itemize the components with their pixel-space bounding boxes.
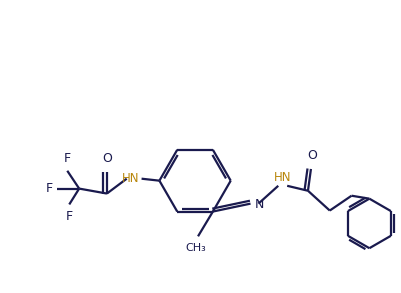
Text: HN: HN <box>273 171 291 184</box>
Text: O: O <box>102 152 111 165</box>
Text: F: F <box>64 152 71 165</box>
Text: N: N <box>254 198 263 211</box>
Text: HN: HN <box>122 172 139 185</box>
Text: O: O <box>306 149 316 162</box>
Text: F: F <box>65 210 73 223</box>
Text: F: F <box>45 182 52 195</box>
Text: CH₃: CH₃ <box>185 243 206 253</box>
